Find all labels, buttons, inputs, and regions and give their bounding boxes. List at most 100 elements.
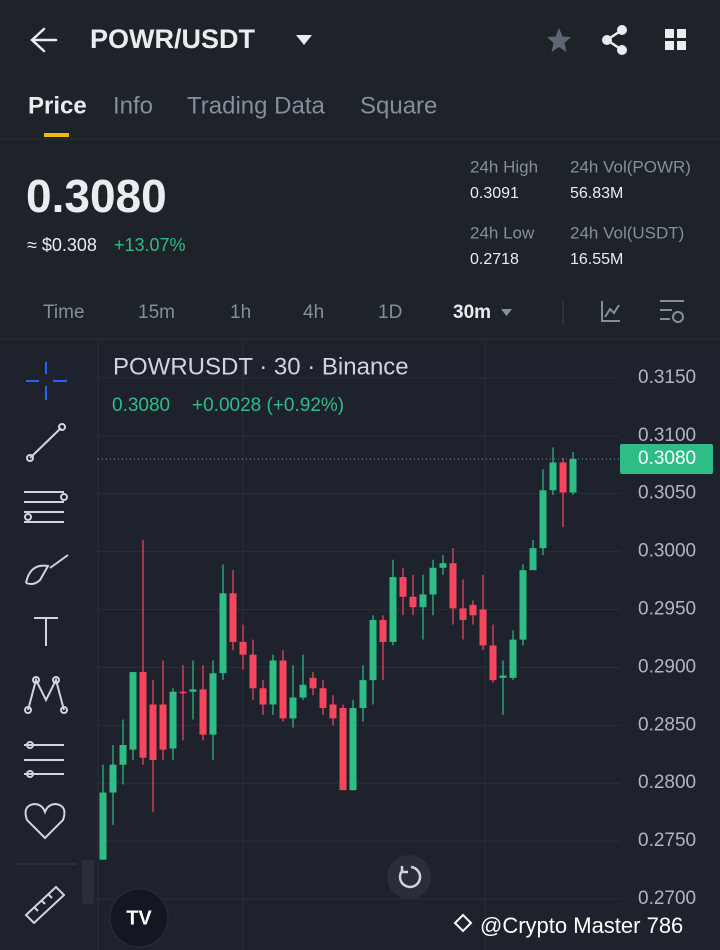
candle-body xyxy=(129,672,137,750)
settings-button[interactable] xyxy=(660,300,684,323)
y-tick-label: 0.3050 xyxy=(638,483,696,504)
trendline-tool[interactable] xyxy=(26,423,66,462)
candle-body xyxy=(379,619,387,642)
candle-body xyxy=(249,654,257,689)
stat-label: 24h Vol(USDT) xyxy=(570,223,684,242)
candle-body xyxy=(549,462,557,491)
candle-body xyxy=(259,688,267,705)
candle-body xyxy=(539,490,547,549)
candle-body xyxy=(499,675,507,678)
candle-body xyxy=(239,641,247,655)
ohlc-price: 0.3080 xyxy=(112,395,170,416)
candle-body xyxy=(479,609,487,646)
stat-label: 24h Vol(POWR) xyxy=(570,157,691,176)
back-button[interactable] xyxy=(30,27,58,53)
interval[interactable]: Time xyxy=(43,302,85,323)
candle-body xyxy=(209,673,217,735)
candle-body xyxy=(299,684,307,698)
brush-tool[interactable] xyxy=(25,554,69,585)
price-change: +13.07% xyxy=(114,235,186,255)
menu-button[interactable] xyxy=(665,29,686,50)
stat-value: 0.3091 xyxy=(470,185,519,202)
watermark-icon xyxy=(453,913,473,933)
share-button[interactable] xyxy=(602,25,627,55)
chart-title: POWRUSDT · 30 · Binance xyxy=(113,353,409,380)
candle-body xyxy=(279,660,287,719)
tab[interactable]: Info xyxy=(113,92,153,119)
candle-body xyxy=(399,577,407,597)
pair-dropdown[interactable] xyxy=(296,35,312,45)
candle-body xyxy=(189,689,197,692)
candle-body xyxy=(469,604,477,616)
reset-icon xyxy=(398,865,422,889)
usd-price: ≈ $0.308 xyxy=(27,235,97,255)
crosshair-tool[interactable] xyxy=(26,362,67,400)
candle-body xyxy=(149,704,157,761)
reset-button[interactable] xyxy=(387,855,431,899)
candle-body xyxy=(519,570,527,640)
y-tick-label: 0.2900 xyxy=(638,656,696,677)
candle-body xyxy=(409,596,417,608)
candle-body xyxy=(429,567,437,595)
chart-background xyxy=(0,340,720,950)
interval-selected[interactable]: 30m xyxy=(453,302,491,323)
candle-body xyxy=(229,593,237,642)
candle-body xyxy=(119,745,127,765)
stat-value: 0.2718 xyxy=(470,251,519,268)
candle-body xyxy=(369,619,377,681)
candle-body xyxy=(99,792,107,860)
y-tick-label: 0.3100 xyxy=(638,425,696,446)
candle-body xyxy=(309,677,317,689)
tab[interactable]: Trading Data xyxy=(187,92,326,119)
y-tick-label: 0.2800 xyxy=(638,772,696,793)
interval-dropdown[interactable] xyxy=(501,309,512,316)
tab[interactable]: Square xyxy=(360,92,437,119)
indicator-button[interactable] xyxy=(601,301,620,322)
interval[interactable]: 1h xyxy=(230,302,251,323)
candle-body xyxy=(109,764,117,793)
candle-body xyxy=(439,563,447,568)
pattern-tool[interactable] xyxy=(24,676,68,714)
candle-body xyxy=(509,639,517,678)
favorite-button[interactable] xyxy=(547,28,571,52)
ohlc-change: +0.0028 (+0.92%) xyxy=(192,395,344,416)
interval[interactable]: 15m xyxy=(138,302,175,323)
candle-body xyxy=(289,697,297,719)
pair-title[interactable]: POWR/USDT xyxy=(90,24,256,54)
candle-body xyxy=(169,691,177,749)
stat-label: 24h High xyxy=(470,157,538,176)
collapse-handle[interactable] xyxy=(82,860,94,904)
tradingview-logo[interactable] xyxy=(109,888,169,948)
y-tick-label: 0.2850 xyxy=(638,714,696,735)
tab-indicator xyxy=(44,133,69,137)
candle-body xyxy=(529,548,537,571)
candle-body xyxy=(359,680,367,708)
y-tick-label: 0.3150 xyxy=(638,367,696,388)
y-tick-label: 0.2950 xyxy=(638,599,696,620)
text-tool[interactable] xyxy=(34,617,58,646)
plot: 0.3150 0.3100 0.3050 0.3000 0.2950 0.2900 0.28… xyxy=(98,367,713,909)
interval[interactable]: 1D xyxy=(378,302,402,323)
candle-body xyxy=(489,645,497,681)
candle-body xyxy=(349,707,357,791)
prediction-tool[interactable] xyxy=(24,741,64,778)
y-tick-label: 0.2700 xyxy=(638,888,696,909)
candle-body xyxy=(219,593,227,674)
tab[interactable]: Price xyxy=(28,92,87,119)
candle-body xyxy=(419,594,427,608)
fib-tool[interactable] xyxy=(24,491,68,523)
candle-body xyxy=(459,608,467,620)
y-tick-label: 0.2750 xyxy=(638,830,696,851)
watermark: @Crypto Master 786 xyxy=(480,913,683,938)
last-price: 0.3080 xyxy=(26,170,167,222)
ruler-tool[interactable] xyxy=(24,885,66,925)
interval[interactable]: 4h xyxy=(303,302,324,323)
candle-body xyxy=(319,688,327,708)
favorites-tool[interactable] xyxy=(24,802,66,840)
candle-body xyxy=(339,707,347,791)
candle-body xyxy=(559,462,567,493)
drawing-toolbar xyxy=(14,362,77,925)
last-price-tag xyxy=(620,443,713,474)
stat-label: 24h Low xyxy=(470,223,535,242)
